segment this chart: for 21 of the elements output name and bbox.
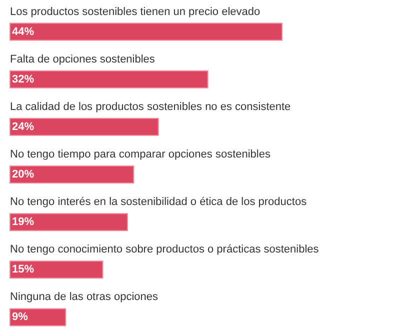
y-tick-label: La calidad de los productos sostenibles no es consistente — [10, 100, 291, 113]
bar — [10, 213, 128, 232]
bar — [10, 308, 66, 326]
y-tick-label: No tengo interés en la sostenibilidad o ética de los productos — [10, 196, 308, 208]
data-label: 15% — [12, 264, 34, 276]
y-tick-label: No tengo conocimiento sobre productos o prácticas sostenibles — [10, 244, 320, 256]
data-label: 20% — [12, 168, 34, 180]
y-tick-label: Falta de opciones sostenibles — [10, 53, 156, 66]
bar — [10, 70, 208, 88]
bar — [10, 118, 159, 136]
data-label: 9% — [12, 311, 28, 324]
data-label: 44% — [12, 26, 34, 38]
data-label: 32% — [12, 73, 34, 86]
bar — [10, 260, 104, 279]
y-tick-label: Los productos sostenibles tienen un precio elevado — [10, 6, 260, 18]
bar — [10, 166, 134, 184]
y-tick-label: No tengo tiempo para comparar opciones sostenibles — [10, 148, 271, 160]
bar — [10, 22, 282, 41]
data-label: 19% — [12, 216, 34, 228]
y-tick-label: Ninguna de las otras opciones — [10, 291, 158, 304]
data-label: 24% — [12, 120, 34, 133]
